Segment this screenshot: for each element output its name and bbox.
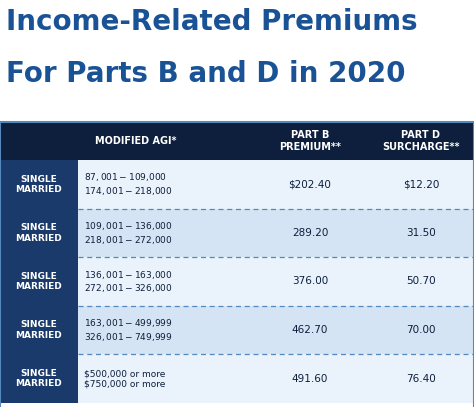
Text: $202.40: $202.40 [289, 179, 331, 189]
Text: MODIFIED AGI*: MODIFIED AGI* [95, 136, 177, 146]
Text: PART B
PREMIUM**: PART B PREMIUM** [279, 130, 341, 152]
Text: 76.40: 76.40 [406, 374, 436, 384]
Text: $163,001-$499,999
$326,001-$749,999: $163,001-$499,999 $326,001-$749,999 [84, 317, 173, 343]
Text: PART D
SURCHARGE**: PART D SURCHARGE** [382, 130, 460, 152]
Bar [0, 160, 474, 209]
Text: SINGLE
MARRIED: SINGLE MARRIED [16, 272, 63, 291]
Text: $500,000 or more
$750,000 or more: $500,000 or more $750,000 or more [84, 369, 165, 388]
Bar [0, 354, 78, 403]
Bar [0, 306, 78, 354]
Text: 491.60: 491.60 [292, 374, 328, 384]
Text: 31.50: 31.50 [406, 228, 436, 238]
Text: $136,001-$163,000
$272,001-$326,000: $136,001-$163,000 $272,001-$326,000 [84, 269, 173, 294]
Bar [0, 257, 78, 306]
Text: 462.70: 462.70 [292, 325, 328, 335]
Text: $109,001-$136,000
$218,001-$272,000: $109,001-$136,000 $218,001-$272,000 [84, 220, 173, 246]
Text: 70.00: 70.00 [406, 325, 436, 335]
Text: $12.20: $12.20 [403, 179, 439, 189]
Bar [0, 122, 474, 407]
Bar [0, 209, 474, 257]
Bar [0, 209, 78, 257]
Text: SINGLE
MARRIED: SINGLE MARRIED [16, 369, 63, 388]
Text: SINGLE
MARRIED: SINGLE MARRIED [16, 320, 63, 340]
Text: 50.70: 50.70 [406, 276, 436, 287]
Text: For Parts B and D in 2020: For Parts B and D in 2020 [6, 60, 405, 88]
Text: 376.00: 376.00 [292, 276, 328, 287]
Text: SINGLE
MARRIED: SINGLE MARRIED [16, 223, 63, 243]
Text: Income-Related Premiums: Income-Related Premiums [6, 8, 418, 36]
Bar [0, 160, 78, 209]
Bar [0, 257, 474, 306]
Text: SINGLE
MARRIED: SINGLE MARRIED [16, 175, 63, 194]
Bar [0, 122, 474, 160]
Bar [0, 306, 474, 354]
Bar [0, 354, 474, 403]
Text: $87,001-$109,000
$174,001-$218,000: $87,001-$109,000 $174,001-$218,000 [84, 171, 173, 197]
Text: 289.20: 289.20 [292, 228, 328, 238]
